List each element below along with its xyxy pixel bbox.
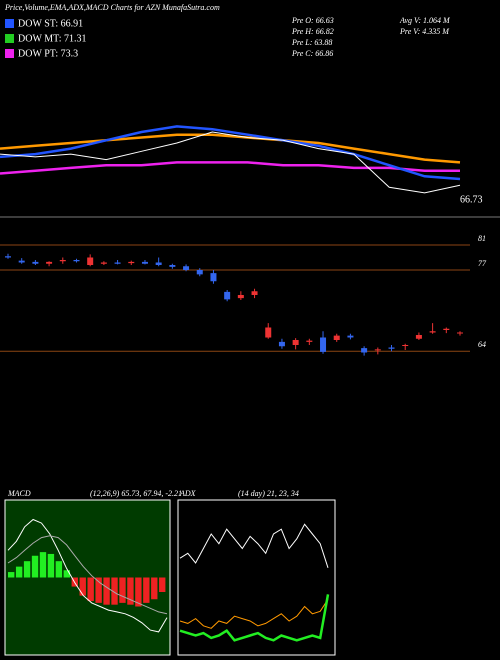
y-tick-label: 81 xyxy=(478,234,486,243)
histogram-bar xyxy=(159,577,166,592)
candle-body xyxy=(46,261,53,264)
candle-body xyxy=(87,257,94,265)
stat: Pre L: 63.88 xyxy=(291,38,332,47)
candle-body xyxy=(100,262,107,264)
histogram-bar xyxy=(127,577,134,605)
candle-body xyxy=(141,261,148,264)
histogram-bar xyxy=(151,577,158,600)
candle-body xyxy=(5,256,11,258)
y-tick-label: 77 xyxy=(478,259,487,268)
histogram-bar xyxy=(119,577,126,603)
histogram-bar xyxy=(8,572,15,578)
legend-text: DOW PT: 73.3 xyxy=(18,48,78,59)
candle-body xyxy=(73,260,80,262)
candle-body xyxy=(374,349,381,351)
macd-frame xyxy=(4,499,171,656)
candle-body xyxy=(388,347,395,349)
candle-body xyxy=(183,266,190,270)
histogram-bar xyxy=(87,577,94,602)
candle-body xyxy=(320,337,327,352)
stat: Pre C: 66.86 xyxy=(291,49,333,58)
candle-body xyxy=(429,331,436,333)
legend-swatch xyxy=(5,49,14,58)
series-line xyxy=(179,594,330,642)
legend-swatch xyxy=(5,34,14,43)
candle-body xyxy=(292,340,299,345)
candle-body xyxy=(278,341,285,347)
series-line xyxy=(179,599,329,629)
panel-title: ADX xyxy=(179,489,197,498)
histogram-bar xyxy=(79,577,86,596)
page-title: Price,Volume,EMA,ADX,MACD Charts for AZN… xyxy=(4,3,220,12)
candle-body xyxy=(306,340,313,342)
histogram-bar xyxy=(31,555,39,578)
candle-body xyxy=(114,262,121,264)
candle-body xyxy=(265,327,272,338)
stat: Pre V: 4.335 M xyxy=(399,27,450,36)
adx-frame xyxy=(177,499,336,656)
legend-text: DOW MT: 71.31 xyxy=(18,33,86,44)
histogram-bar xyxy=(23,561,31,578)
candle-body xyxy=(237,295,244,299)
histogram-bar xyxy=(15,566,23,578)
candle-body xyxy=(32,261,39,264)
histogram-bar xyxy=(47,553,55,578)
candle-body xyxy=(347,335,354,338)
panel-subtitle: (12,26,9) 65.73, 67.94, -2.21 xyxy=(90,489,182,498)
histogram-bar xyxy=(143,577,150,603)
candle-body xyxy=(415,335,422,339)
candle-body xyxy=(128,261,135,264)
histogram-bar xyxy=(111,577,118,605)
series-line xyxy=(0,125,461,181)
series-line xyxy=(0,161,460,175)
panel-title: MACD xyxy=(7,489,31,498)
series-line xyxy=(179,523,329,568)
y-tick-label: 64 xyxy=(478,340,486,349)
candle-body xyxy=(169,265,176,267)
stat: Pre O: 66.63 xyxy=(291,16,334,25)
legend-swatch xyxy=(5,19,14,28)
candle-body xyxy=(457,332,463,334)
candle-body xyxy=(443,328,450,330)
series-line xyxy=(0,131,461,194)
histogram-bar xyxy=(95,577,102,603)
legend-text: DOW ST: 66.91 xyxy=(18,18,83,29)
series-line xyxy=(7,535,168,615)
stat: Avg V: 1.064 M xyxy=(399,16,451,25)
candle-body xyxy=(155,262,162,265)
candle-body xyxy=(361,348,368,353)
histogram-bar xyxy=(63,570,71,578)
candle-body xyxy=(224,291,231,300)
histogram-bar xyxy=(55,561,63,578)
last-price: 66.73 xyxy=(460,194,483,205)
candle-body xyxy=(59,260,66,262)
series-line xyxy=(0,133,461,164)
candle-body xyxy=(333,335,340,340)
candle-body xyxy=(251,291,258,295)
histogram-bar xyxy=(135,577,142,607)
candle-body xyxy=(210,273,217,282)
candle-body xyxy=(18,260,25,263)
histogram-bar xyxy=(103,577,110,605)
panel-subtitle: (14 day) 21, 23, 34 xyxy=(238,489,299,498)
candle-body xyxy=(196,270,203,275)
candle-body xyxy=(402,345,409,346)
histogram-bar xyxy=(39,552,47,578)
stat: Pre H: 66.82 xyxy=(291,27,334,36)
series-line xyxy=(7,518,168,633)
